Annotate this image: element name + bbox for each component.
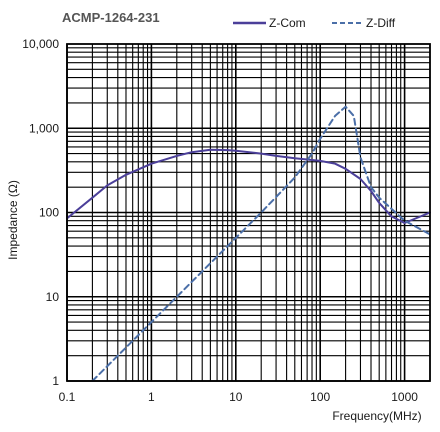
y-tick-label: 10 bbox=[46, 290, 60, 304]
x-tick-label: 0.1 bbox=[59, 390, 76, 404]
series-line-z-com bbox=[66, 148, 431, 224]
y-tick-label: 10,000 bbox=[22, 37, 59, 51]
y-tick-label: 1,000 bbox=[29, 121, 59, 135]
y-tick-label: 100 bbox=[39, 206, 59, 220]
legend-label-z-diff: Z-Diff bbox=[366, 16, 396, 30]
legend-label-z-com: Z-Com bbox=[269, 16, 306, 30]
series-line-z-diff bbox=[91, 105, 431, 382]
x-tick-label: 100 bbox=[310, 390, 330, 404]
y-tick-label: 1 bbox=[52, 374, 59, 388]
series-layer bbox=[66, 105, 431, 382]
x-tick-label: 1000 bbox=[391, 390, 418, 404]
x-axis-label: Frequency(MHz) bbox=[332, 409, 421, 423]
chart-title: ACMP-1264-231 bbox=[62, 10, 160, 25]
x-tick-label: 1 bbox=[148, 390, 155, 404]
legend: Z-Com Z-Diff bbox=[233, 16, 396, 30]
x-tick-label: 10 bbox=[229, 390, 243, 404]
plot-frame bbox=[66, 43, 431, 382]
y-axis-label: Impedance (Ω) bbox=[6, 180, 20, 260]
